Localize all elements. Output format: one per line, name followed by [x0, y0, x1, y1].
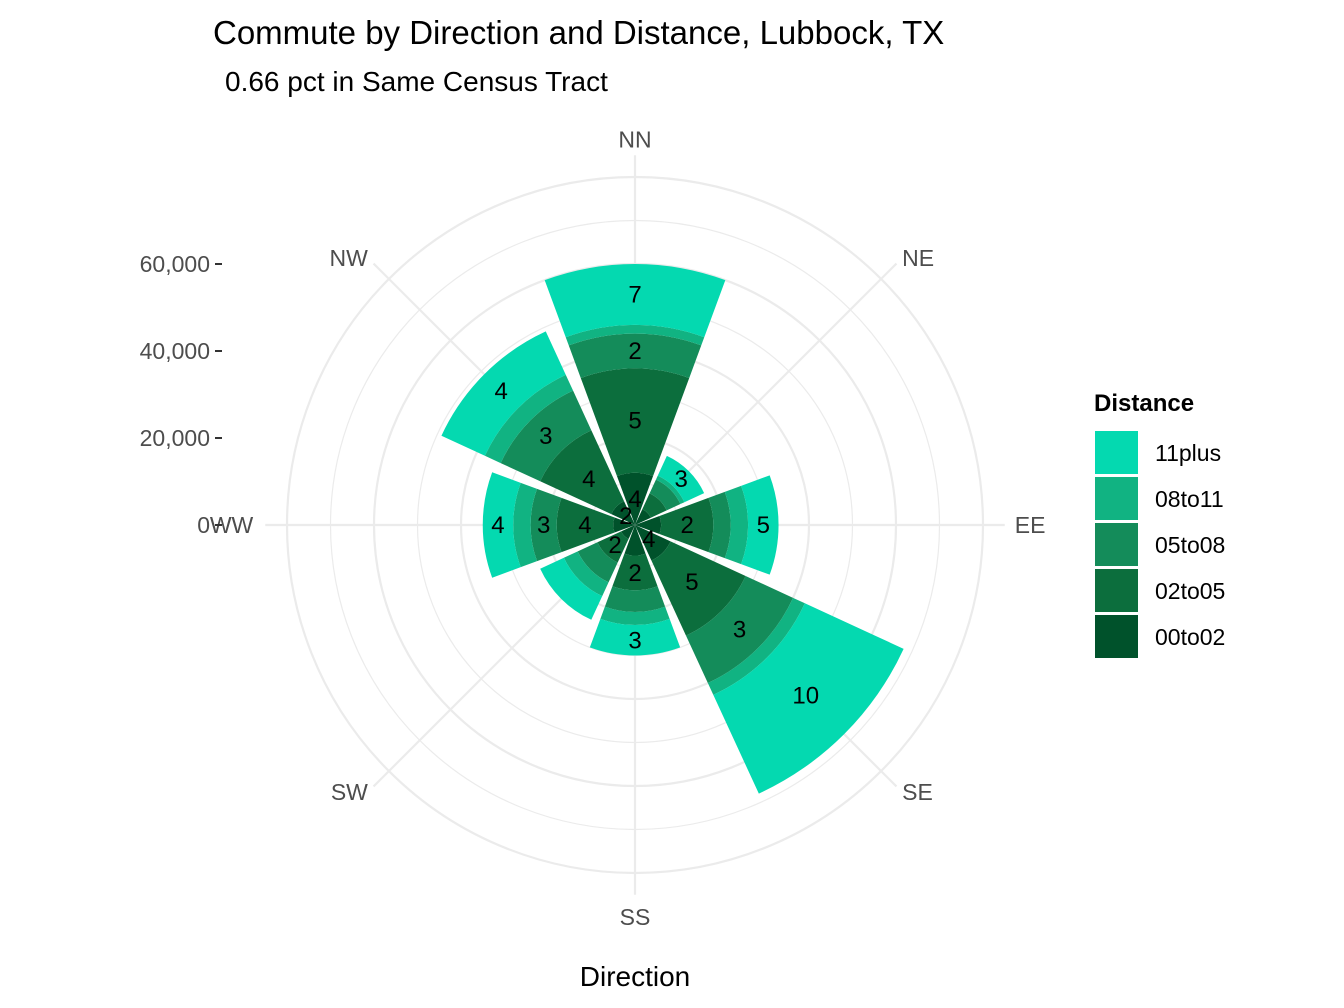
bar-segment-ne-11plus — [657, 455, 705, 503]
chart-title: Commute by Direction and Distance, Lubbo… — [213, 14, 944, 51]
bar-segment-nn-08to11 — [565, 324, 705, 346]
legend-label-05to08: 05to08 — [1155, 532, 1225, 558]
bar-segment-nw-02to05 — [540, 430, 625, 515]
bar-segment-ss-05to08 — [604, 586, 666, 612]
direction-label-ee: EE — [1015, 512, 1046, 538]
segment-value-label: 7 — [628, 281, 641, 308]
bar-segment-nw-05to08 — [500, 390, 592, 482]
y-tick-label: 60,000 — [140, 251, 210, 277]
segment-value-label: 5 — [628, 408, 641, 435]
bar-segment-nw-08to11 — [484, 374, 574, 464]
segment-value-label: 4 — [495, 378, 508, 405]
bar-segment-sw-00to02 — [621, 525, 635, 539]
y-tick-label: 20,000 — [140, 425, 210, 451]
bar-segment-ne-00to02 — [635, 509, 651, 525]
bar-segment-nn-00to02 — [616, 472, 654, 525]
bar-segment-nn-02to05 — [580, 368, 690, 477]
legend-swatch-11plus — [1095, 431, 1138, 474]
bar-segment-ee-11plus — [741, 475, 779, 575]
direction-label-se: SE — [902, 779, 933, 805]
segment-value-label: 2 — [628, 560, 641, 587]
bar-segment-ss-02to05 — [612, 553, 658, 591]
bar-segment-sw-08to11 — [563, 551, 609, 597]
segment-value-label: 10 — [792, 683, 819, 710]
segment-value-label: 4 — [491, 512, 504, 539]
bar-segment-ee-00to02 — [635, 515, 662, 535]
bars-group — [441, 264, 904, 794]
bar-segment-ww-11plus — [482, 472, 521, 578]
bar-segment-ss-08to11 — [600, 606, 670, 626]
bar-segment-se-11plus — [713, 603, 904, 794]
legend-swatch-00to02 — [1095, 615, 1138, 658]
bar-segment-nw-11plus — [441, 331, 566, 456]
legend-title: Distance — [1094, 390, 1194, 417]
segment-value-label: 3 — [733, 617, 746, 644]
segment-value-label: 3 — [539, 423, 552, 450]
bar-segment-ee-02to05 — [659, 497, 714, 553]
segment-value-label: 2 — [619, 503, 632, 530]
bar-segment-se-05to08 — [685, 575, 794, 684]
x-axis-title: Direction — [580, 961, 690, 992]
bar-segment-ww-05to08 — [530, 488, 562, 562]
bar-segment-se-00to02 — [635, 525, 671, 561]
direction-label-nn: NN — [618, 126, 651, 152]
bar-segment-ww-08to11 — [513, 482, 538, 568]
bar-segment-nn-11plus — [544, 264, 726, 338]
segment-value-label: 5 — [757, 512, 770, 539]
bar-segment-se-02to05 — [651, 541, 746, 636]
chart-subtitle: 0.66 pct in Same Census Tract — [225, 66, 608, 97]
y-tick-label: 0 — [197, 512, 210, 538]
bar-segment-sw-11plus — [540, 557, 603, 620]
bar-segment-ee-08to11 — [724, 485, 749, 565]
legend-label-02to05: 02to05 — [1155, 578, 1225, 604]
segment-value-label: 2 — [628, 338, 641, 365]
segment-value-label: 4 — [628, 486, 641, 513]
bar-segment-ee-05to08 — [708, 491, 731, 559]
segment-value-label: 4 — [578, 512, 591, 539]
bar-segment-sw-05to08 — [577, 542, 618, 583]
bar-segment-ss-11plus — [589, 618, 681, 656]
bar-segment-ne-08to11 — [655, 475, 685, 505]
bar-segment-ss-00to02 — [624, 525, 646, 556]
segment-value-label: 3 — [537, 512, 550, 539]
direction-label-sw: SW — [331, 779, 368, 805]
legend-swatch-05to08 — [1095, 523, 1138, 566]
legend-swatch-08to11 — [1095, 477, 1138, 520]
radial-axis: 0 20,000 40,000 60,000 — [140, 251, 222, 538]
bar-segment-se-08to11 — [707, 597, 805, 695]
legend: Distance 11plus 08to11 05to08 02to05 00to02 — [1094, 390, 1225, 658]
segment-value-label: 4 — [582, 466, 595, 493]
segment-value-label: 4 — [642, 526, 655, 553]
bar-segment-ne-05to08 — [649, 479, 681, 511]
segment-value-label: 3 — [674, 466, 687, 493]
direction-label-ss: SS — [620, 904, 651, 930]
bar-segment-ww-02to05 — [556, 497, 615, 553]
bar-segment-nn-05to08 — [568, 333, 702, 379]
direction-label-ne: NE — [902, 245, 934, 271]
legend-label-08to11: 08to11 — [1155, 486, 1224, 512]
y-tick-label: 40,000 — [140, 338, 210, 364]
direction-label-nw: NW — [330, 245, 369, 271]
segment-value-label: 2 — [608, 532, 621, 559]
segment-value-label: 5 — [685, 569, 698, 596]
bar-segment-sw-02to05 — [597, 531, 629, 563]
segment-value-label: 2 — [681, 512, 694, 539]
legend-label-00to02: 00to02 — [1155, 624, 1225, 650]
legend-swatch-02to05 — [1095, 569, 1138, 612]
bar-segment-ww-00to02 — [613, 517, 635, 533]
segment-value-label: 3 — [628, 627, 641, 654]
legend-label-11plus: 11plus — [1155, 440, 1221, 466]
bar-segment-ne-02to05 — [642, 493, 667, 518]
bar-segment-nw-00to02 — [611, 501, 635, 525]
